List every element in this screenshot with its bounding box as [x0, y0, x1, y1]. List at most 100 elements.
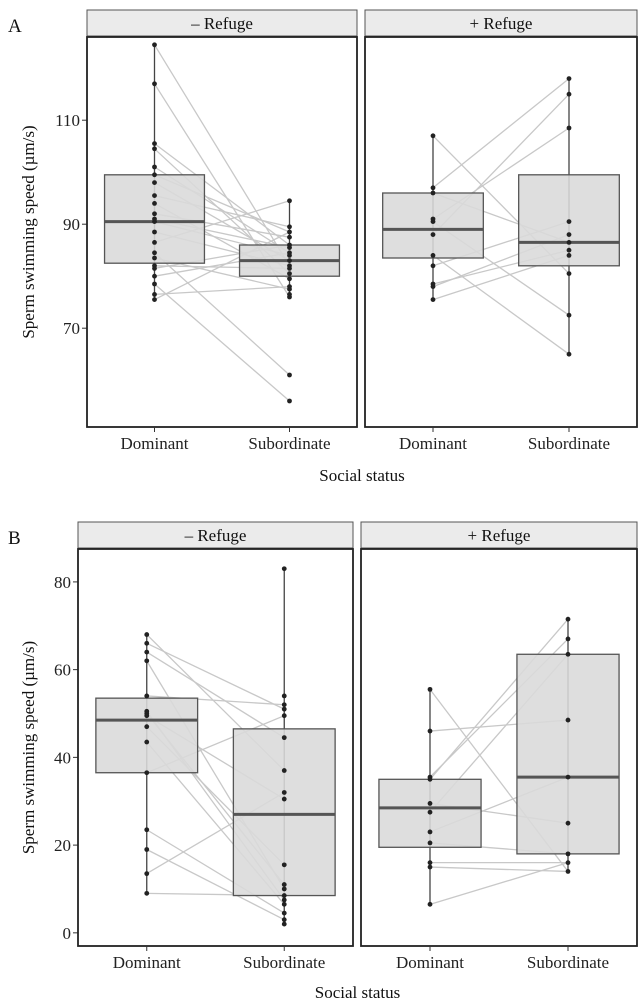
pair-line	[154, 283, 290, 402]
data-point	[565, 717, 571, 723]
data-point	[566, 247, 572, 253]
data-point	[152, 211, 157, 217]
facet-strip-label: + Refuge	[470, 14, 533, 33]
data-point	[287, 198, 292, 204]
pair-line	[146, 642, 285, 710]
x-tick-label: Dominant	[113, 953, 181, 972]
data-point	[566, 219, 572, 225]
data-point	[152, 297, 157, 302]
data-point	[430, 284, 436, 289]
pair-line	[429, 862, 569, 905]
data-point	[144, 770, 150, 776]
pair-line	[154, 231, 290, 301]
data-point	[427, 801, 433, 806]
pair-line	[432, 78, 570, 189]
data-point	[287, 245, 292, 251]
facet-strip	[77, 521, 354, 549]
data-point	[152, 81, 157, 87]
data-point	[287, 372, 292, 378]
data-point	[152, 201, 157, 206]
data-point	[565, 651, 571, 657]
y-tick-label: 80	[54, 573, 71, 592]
data-point	[144, 713, 150, 719]
data-point	[144, 847, 150, 852]
y-tick-label: 70	[63, 319, 80, 338]
data-point	[566, 76, 572, 81]
pair-line	[154, 285, 290, 296]
data-point	[281, 693, 287, 699]
facet-strip	[364, 9, 638, 37]
data-point	[430, 232, 436, 238]
data-point	[281, 910, 287, 916]
y-tick-label: 60	[54, 661, 71, 680]
data-point	[152, 219, 157, 225]
data-point	[281, 886, 287, 892]
x-tick-label: Subordinate	[528, 434, 610, 453]
data-point	[152, 141, 157, 147]
data-point	[430, 297, 436, 302]
data-point	[281, 706, 287, 712]
facet-strip-label: + Refuge	[468, 526, 531, 545]
data-point	[281, 768, 287, 773]
box	[382, 192, 484, 259]
data-point	[427, 728, 433, 734]
data-point	[144, 871, 150, 877]
data-point	[566, 351, 572, 357]
data-point	[281, 796, 287, 802]
data-point	[144, 739, 150, 745]
x-tick-label: Dominant	[121, 434, 189, 453]
data-point	[287, 276, 292, 282]
data-point	[152, 146, 157, 152]
x-tick-label: Subordinate	[248, 434, 330, 453]
x-tick-label: Dominant	[396, 953, 464, 972]
data-point	[566, 125, 572, 131]
data-point	[565, 820, 571, 826]
data-point	[427, 686, 433, 692]
data-point	[152, 292, 157, 297]
data-point	[144, 632, 150, 637]
data-point	[152, 229, 157, 235]
data-point	[152, 42, 157, 48]
x-tick-label: Dominant	[399, 434, 467, 453]
data-point	[565, 851, 571, 857]
pair-line	[146, 848, 285, 921]
data-point	[565, 616, 571, 622]
data-point	[281, 713, 287, 719]
facet-no-refuge: – Refuge Dominant Subordinate	[77, 521, 354, 972]
data-point	[430, 133, 436, 139]
data-point	[287, 294, 292, 300]
data-point	[566, 91, 572, 97]
data-point	[565, 869, 571, 874]
data-point	[427, 901, 433, 907]
x-axis-title: Social status	[319, 466, 404, 485]
x-axis-title: Social status	[315, 983, 400, 1001]
data-point	[427, 809, 433, 815]
data-point	[287, 266, 292, 271]
box	[232, 728, 336, 897]
data-point	[152, 193, 157, 199]
data-point	[565, 774, 571, 780]
facet-with-refuge: + Refuge Dominant Subordinate	[364, 9, 638, 453]
data-point	[281, 735, 287, 741]
facet-with-refuge: + Refuge Dominant Subordinate	[360, 521, 638, 972]
data-point	[144, 724, 150, 730]
data-point	[281, 882, 287, 887]
y-tick-label: 90	[63, 215, 80, 234]
data-point	[287, 229, 292, 235]
data-point	[281, 893, 287, 898]
data-point	[281, 921, 287, 927]
data-point	[566, 271, 572, 276]
facet-strip	[360, 521, 638, 549]
data-point	[281, 862, 287, 868]
y-axis-title: Sperm swimming speed (µm/s)	[19, 125, 38, 338]
pair-line	[154, 143, 290, 246]
data-point	[287, 234, 292, 240]
y-tick-label: 0	[63, 924, 72, 943]
pair-line	[146, 829, 285, 914]
facet-strip	[86, 9, 358, 37]
pair-line	[429, 618, 569, 780]
data-point	[427, 776, 433, 782]
data-point	[144, 827, 150, 833]
data-point	[287, 224, 292, 230]
data-point	[566, 232, 572, 238]
